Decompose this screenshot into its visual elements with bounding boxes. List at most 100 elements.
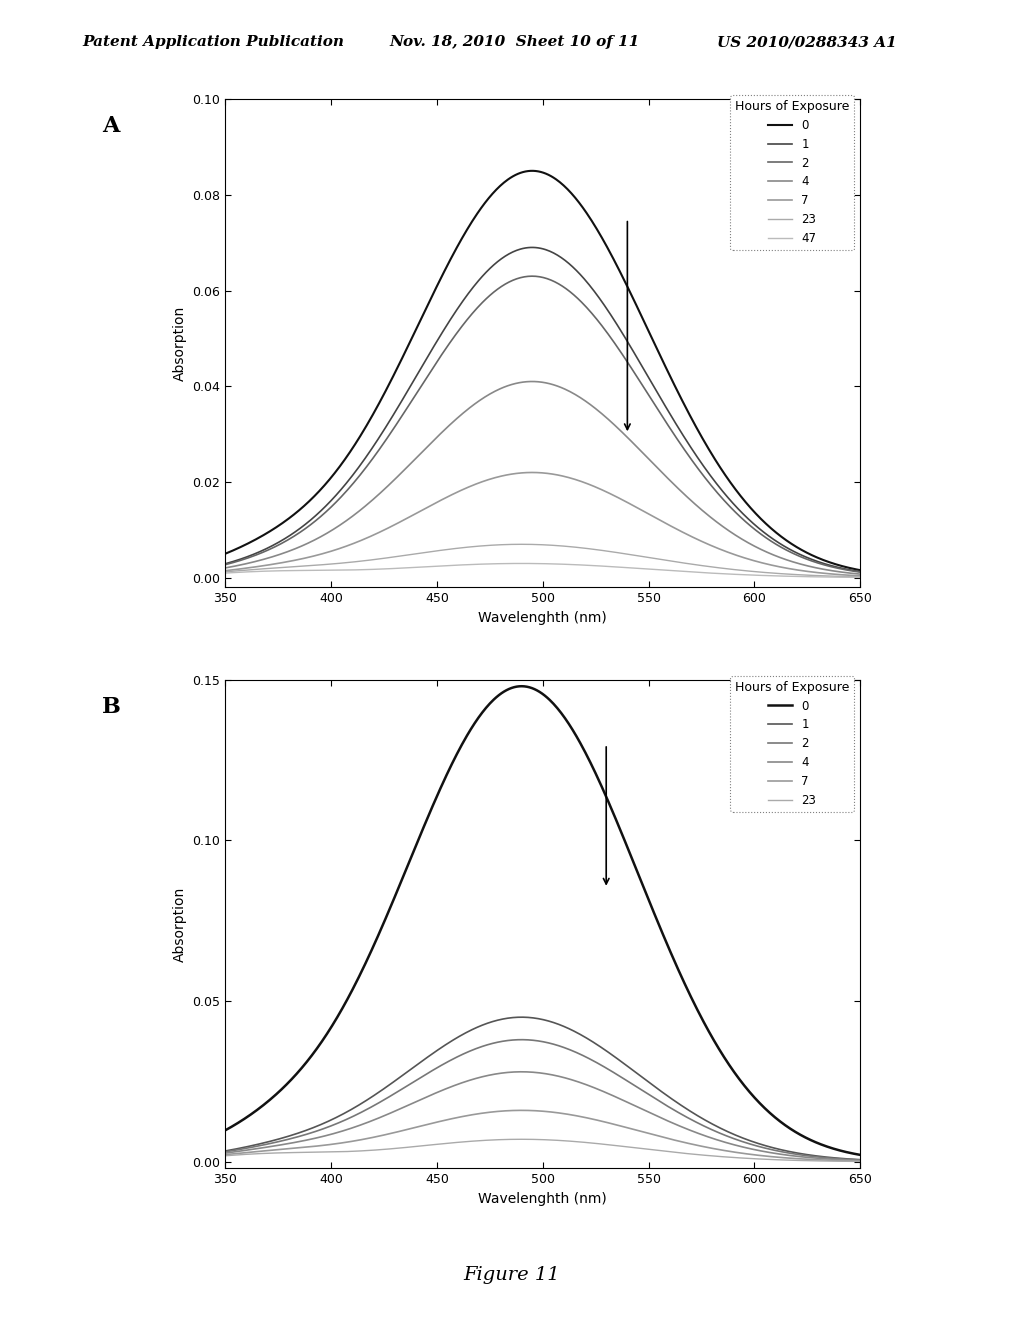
Line: 47: 47 [225,564,860,577]
7 [219,562,231,578]
7 [840,568,852,583]
0 [598,234,610,249]
4 [840,565,852,581]
4 [219,1146,231,1162]
7 [598,1114,610,1130]
0 [525,680,538,696]
1 [854,564,866,579]
2 [564,1041,577,1057]
23 [564,1134,577,1150]
4 [854,1152,866,1168]
47 [522,556,535,572]
X-axis label: Wavelenghth (nm): Wavelenghth (nm) [478,611,607,624]
Line: 2: 2 [225,1040,860,1160]
23 [740,562,753,578]
2 [740,515,753,531]
1 [840,1151,852,1167]
0 [854,1147,866,1163]
2 [520,268,532,284]
2 [522,1032,535,1048]
7 [522,1102,535,1118]
1 [740,510,753,525]
47 [740,566,753,582]
4 [520,374,532,389]
7 [854,1154,866,1170]
4 [524,374,537,389]
7 [515,1102,527,1118]
Line: 7: 7 [225,1110,860,1162]
Y-axis label: Absorption: Absorption [173,305,186,381]
2 [840,1151,852,1167]
2 [525,268,538,284]
7 [598,483,610,499]
23 [598,543,610,558]
23 [740,1151,753,1167]
4 [598,408,610,424]
23 [840,1154,852,1170]
Text: US 2010/0288343 A1: US 2010/0288343 A1 [717,36,897,49]
1 [598,297,610,313]
0 [522,678,535,694]
4 [564,384,577,400]
7 [564,470,577,486]
2 [525,1032,538,1048]
Y-axis label: Absorption: Absorption [173,886,186,962]
2 [854,564,866,579]
23 [840,569,852,585]
47 [219,565,231,581]
Text: Patent Application Publication: Patent Application Publication [82,36,344,49]
1 [598,1041,610,1057]
1 [564,1022,577,1038]
1 [525,239,538,255]
2 [524,268,537,284]
4 [598,1084,610,1100]
23 [219,564,231,579]
0 [854,562,866,578]
Text: A: A [102,115,120,137]
0 [840,560,852,576]
7 [840,1152,852,1168]
0 [840,1144,852,1160]
4 [740,535,753,550]
7 [564,1106,577,1122]
47 [840,569,852,585]
2 [219,557,231,573]
1 [525,1010,538,1026]
47 [525,556,538,572]
0 [524,162,537,178]
Line: 0: 0 [225,686,860,1155]
Text: Nov. 18, 2010  Sheet 10 of 11: Nov. 18, 2010 Sheet 10 of 11 [389,36,639,49]
47 [854,569,866,585]
1 [219,556,231,572]
2 [840,562,852,578]
1 [524,239,537,255]
2 [515,1032,527,1048]
2 [598,321,610,337]
23 [525,1131,538,1147]
Line: 0: 0 [225,170,860,570]
47 [598,558,610,574]
23 [515,536,527,552]
Text: B: B [102,696,121,718]
1 [564,256,577,272]
Line: 23: 23 [225,1139,860,1162]
2 [564,284,577,300]
7 [520,465,532,480]
2 [219,1144,231,1160]
23 [564,539,577,554]
Text: Figure 11: Figure 11 [464,1266,560,1284]
23 [598,1137,610,1152]
Legend: 0, 1, 2, 4, 7, 23: 0, 1, 2, 4, 7, 23 [730,676,854,812]
23 [522,1131,535,1147]
4 [525,374,538,389]
47 [564,557,577,573]
7 [525,1102,538,1118]
1 [515,1010,527,1026]
4 [522,1064,535,1080]
Legend: 0, 1, 2, 4, 7, 23, 47: 0, 1, 2, 4, 7, 23, 47 [730,95,854,249]
0 [520,164,532,180]
4 [515,1064,527,1080]
1 [854,1152,866,1168]
0 [564,718,577,734]
2 [740,1135,753,1151]
